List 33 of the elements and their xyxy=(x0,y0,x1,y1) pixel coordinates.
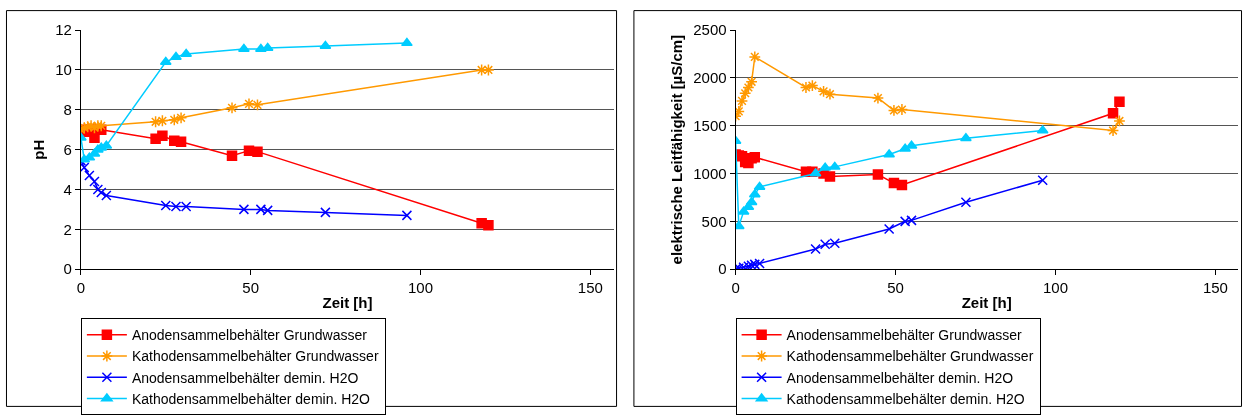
legend-label: Kathodensammelbehälter Grundwasser xyxy=(131,348,379,365)
x-tick-label: 150 xyxy=(1202,279,1228,297)
y-tick-label: 6 xyxy=(63,140,72,158)
x-tick-label: 100 xyxy=(407,279,434,297)
x-tick-label: 0 xyxy=(731,279,740,297)
y-tick-label: 8 xyxy=(63,101,72,119)
x-axis-title: Zeit [h] xyxy=(961,294,1012,312)
y-axis-title: pH xyxy=(30,139,48,160)
legend-label: Kathodensammelbehälter Grundwasser xyxy=(786,348,1034,365)
y-tick-label: 2 xyxy=(63,220,72,238)
y-tick-label: 500 xyxy=(701,212,727,230)
legend-label: Anodensammelbehälter Grundwasser xyxy=(786,327,1022,344)
y-tick-label: 1000 xyxy=(693,164,727,182)
legend-label: Anodensammelbehälter Grundwasser xyxy=(131,327,368,344)
y-tick-label: 0 xyxy=(63,260,72,278)
legend-label: Anodensammelbehälter demin. H2O xyxy=(786,369,1014,386)
y-tick-label: 1500 xyxy=(693,117,727,134)
x-tick-label: 0 xyxy=(76,279,86,297)
x-tick-label: 50 xyxy=(242,279,260,297)
y-axis-title: elektrische Leitfähigkeit [µS/cm] xyxy=(668,34,686,265)
y-tick-label: 12 xyxy=(55,21,72,39)
y-tick-label: 2000 xyxy=(693,69,727,87)
x-tick-label: 50 xyxy=(887,279,904,297)
y-tick-label: 4 xyxy=(63,180,72,198)
legend-label: Kathodensammelbehälter demin. H2O xyxy=(131,390,371,407)
x-tick-label: 100 xyxy=(1042,279,1068,297)
y-tick-label: 2500 xyxy=(693,21,727,39)
legend-label: Anodensammelbehälter demin. H2O xyxy=(131,369,359,386)
y-tick-label: 0 xyxy=(718,260,727,278)
y-tick-label: 10 xyxy=(55,61,72,79)
x-axis-title: Zeit [h] xyxy=(322,294,373,312)
legend-label: Kathodensammelbehälter demin. H2O xyxy=(786,390,1025,407)
x-tick-label: 150 xyxy=(577,279,603,297)
